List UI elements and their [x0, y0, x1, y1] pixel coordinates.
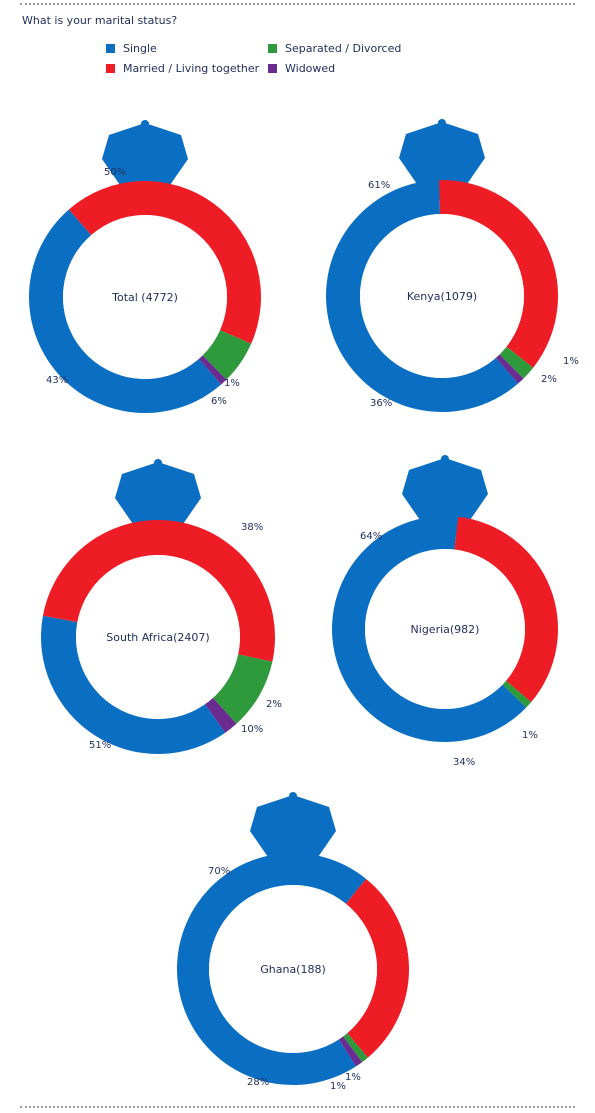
- slice-single: [28, 209, 222, 413]
- pct-label-widowed: 1%: [345, 1072, 361, 1083]
- legend-label-widowed: Widowed: [285, 62, 336, 75]
- legend-item-separated: Separated / Divorced: [268, 42, 401, 55]
- pct-label-married-living-together: 36%: [370, 398, 392, 409]
- ring-center: [365, 549, 525, 709]
- ring-gem-tip-icon: [441, 455, 449, 463]
- pct-label-separated-divorced: 1%: [522, 730, 538, 741]
- pct-label-separated-divorced: 1%: [330, 1081, 346, 1092]
- ring-title: South Africa(2407): [106, 631, 209, 644]
- top-divider: [20, 3, 575, 5]
- slice-married-living-together: [68, 181, 261, 344]
- slice-widowed: [338, 1036, 363, 1067]
- pct-label-separated-divorced: 10%: [241, 724, 263, 735]
- pct-label-widowed: 1%: [563, 356, 579, 367]
- ring-gem-icon: [250, 795, 336, 873]
- ring-chart-ghana-188: Ghana(188) 70% 28% 1%1%: [176, 792, 409, 1092]
- ring-chart-nigeria-982: Nigeria(982) 64% 34% 1%: [332, 455, 558, 768]
- slice-married-living-together: [42, 520, 275, 662]
- pct-label-married-living-together: 28%: [247, 1077, 269, 1088]
- ring-title: Nigeria(982): [411, 623, 480, 636]
- slice-married-living-together: [439, 179, 559, 368]
- slice-widowed: [198, 355, 227, 385]
- pct-label-married-living-together: 51%: [89, 740, 111, 751]
- ring-gem-tip-icon: [154, 459, 162, 467]
- legend-swatch-married: [106, 64, 115, 73]
- pct-label-widowed: 1%: [224, 378, 240, 389]
- slice-separated-divorced: [343, 1033, 368, 1063]
- ring-chart-kenya-1079: Kenya(1079) 61% 36% 2% 1%: [326, 119, 579, 412]
- slice-single: [176, 853, 367, 1085]
- ring-gem-tip-icon: [141, 120, 149, 128]
- slice-single: [326, 180, 519, 412]
- ring-gem-icon: [399, 122, 485, 200]
- pct-label-single: 50%: [104, 167, 126, 178]
- pct-label-single: 61%: [368, 180, 390, 191]
- ring-gem-tip-icon: [289, 792, 297, 800]
- legend-item-widowed: Widowed: [268, 62, 335, 75]
- ring-gem-icon: [102, 123, 188, 201]
- ring-title: Ghana(188): [260, 963, 326, 976]
- slice-single: [41, 615, 226, 754]
- slice-married-living-together: [345, 878, 409, 1058]
- question-heading: What is your marital status?: [22, 14, 178, 27]
- legend-swatch-separated: [268, 44, 277, 53]
- slice-widowed: [205, 697, 237, 733]
- slice-single: [332, 516, 527, 743]
- legend-label-married: Married / Living together: [123, 62, 260, 75]
- ring-chart-total-4772: Total (4772) 50% 43% 6% 1%: [28, 120, 261, 413]
- pct-label-widowed: 2%: [266, 699, 282, 710]
- slice-married-living-together: [454, 516, 558, 703]
- ring-center: [209, 885, 377, 1053]
- legend-item-single: Single: [106, 42, 157, 55]
- legend-item-married: Married / Living together: [106, 62, 259, 75]
- ring-center: [76, 555, 240, 719]
- legend-label-separated: Separated / Divorced: [285, 42, 402, 55]
- ring-center: [360, 214, 524, 378]
- legend-swatch-single: [106, 44, 115, 53]
- legend-swatch-widowed: [268, 64, 277, 73]
- pct-label-separated-divorced: 2%: [541, 374, 557, 385]
- slice-separated-divorced: [213, 654, 273, 724]
- ring-gem-icon: [115, 462, 201, 540]
- pct-label-single: 64%: [360, 531, 382, 542]
- slice-separated-divorced: [202, 330, 252, 380]
- ring-gem-tip-icon: [438, 119, 446, 127]
- ring-chart-south-africa-2407: South Africa(2407) 38% 51% 10% 2%: [41, 459, 282, 754]
- slice-separated-divorced: [499, 346, 534, 379]
- pct-label-married-living-together: 43%: [46, 375, 68, 386]
- legend-label-single: Single: [123, 42, 157, 55]
- ring-center: [63, 215, 227, 379]
- ring-title: Total (4772): [111, 291, 178, 304]
- pct-label-married-living-together: 34%: [453, 757, 475, 768]
- slice-separated-divorced: [502, 680, 532, 708]
- bottom-divider: [20, 1106, 575, 1108]
- pct-label-single: 38%: [241, 522, 263, 533]
- chart-legend: Single Married / Living together Separat…: [106, 42, 436, 82]
- pct-label-separated-divorced: 6%: [211, 396, 227, 407]
- ring-title: Kenya(1079): [407, 290, 477, 303]
- slice-widowed: [495, 354, 524, 384]
- ring-gem-icon: [402, 458, 488, 536]
- pct-label-single: 70%: [208, 866, 230, 877]
